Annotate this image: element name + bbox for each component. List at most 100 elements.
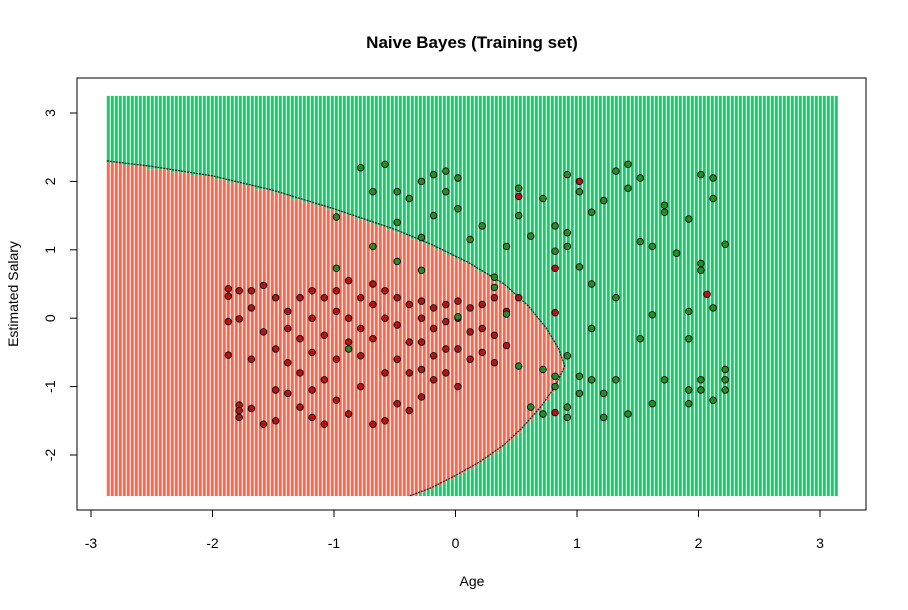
- point-class-1: [709, 304, 717, 312]
- region-stripe: [782, 95, 786, 497]
- point-class-1: [490, 273, 499, 281]
- region-stripe: [530, 95, 534, 313]
- region-stripe: [166, 169, 170, 497]
- region-stripe: [558, 355, 562, 376]
- region-stripe: [414, 95, 418, 240]
- region-stripe: [422, 95, 426, 243]
- region-stripe: [370, 95, 374, 223]
- region-stripe: [158, 95, 162, 170]
- point-class-0: [320, 420, 328, 428]
- region-stripe: [482, 272, 486, 460]
- point-class-1: [563, 228, 571, 237]
- region-stripe: [462, 472, 466, 497]
- region-stripe: [658, 95, 662, 497]
- region-stripe: [510, 439, 514, 497]
- point-class-0: [235, 413, 243, 422]
- region-stripe: [266, 95, 270, 190]
- region-stripe: [446, 95, 450, 256]
- region-stripe: [762, 95, 766, 497]
- region-stripe: [574, 95, 578, 497]
- region-stripe: [286, 95, 290, 196]
- chart-title: Naive Bayes (Training set): [366, 33, 578, 52]
- region-stripe: [170, 95, 174, 173]
- region-stripe: [402, 95, 406, 236]
- point-class-1: [563, 170, 571, 179]
- region-stripe: [498, 449, 502, 497]
- point-class-1: [515, 362, 523, 370]
- region-stripe: [258, 189, 262, 497]
- point-class-0: [405, 369, 413, 377]
- region-stripe: [182, 172, 186, 497]
- region-stripe: [274, 192, 278, 497]
- region-stripe: [434, 249, 438, 487]
- decision-boundary: [106, 160, 566, 497]
- region-stripe: [694, 95, 698, 497]
- point-class-0: [224, 292, 232, 300]
- x-tick-label: -1: [328, 535, 341, 551]
- point-class-0: [466, 304, 474, 312]
- region-stripe: [670, 95, 674, 497]
- region-stripe: [270, 95, 274, 193]
- region-stripe: [778, 95, 782, 497]
- region-stripe: [150, 95, 154, 170]
- region-stripe: [826, 95, 830, 497]
- point-class-1: [648, 400, 656, 408]
- region-stripe: [430, 95, 434, 246]
- region-stripe: [262, 95, 266, 190]
- region-stripe: [130, 165, 134, 497]
- region-stripe: [206, 95, 210, 176]
- region-stripe: [458, 259, 462, 477]
- region-stripe: [426, 489, 430, 497]
- region-stripe: [398, 232, 402, 497]
- point-class-1: [551, 222, 559, 230]
- point-class-0: [466, 355, 474, 363]
- region-stripe: [138, 95, 142, 166]
- point-class-0: [551, 408, 559, 417]
- point-class-0: [357, 324, 365, 333]
- point-class-0: [259, 420, 268, 428]
- region-stripe: [438, 249, 442, 487]
- region-stripe: [118, 162, 122, 497]
- region-stripe: [110, 95, 114, 163]
- region-stripe: [162, 95, 166, 170]
- x-tick-label: 2: [695, 535, 703, 551]
- region-stripe: [450, 95, 454, 256]
- region-stripe: [370, 222, 374, 497]
- region-stripe: [274, 95, 278, 193]
- region-stripe: [302, 95, 306, 203]
- point-class-0: [405, 406, 413, 415]
- region-stripe: [282, 95, 286, 196]
- point-class-1: [612, 167, 620, 175]
- region-stripe: [418, 95, 422, 243]
- region-stripe: [678, 95, 682, 497]
- region-stripe: [362, 219, 366, 497]
- region-stripe: [598, 95, 602, 497]
- point-class-1: [672, 249, 681, 257]
- point-class-1: [429, 170, 438, 179]
- region-stripe: [482, 95, 486, 273]
- point-class-1: [381, 160, 389, 168]
- region-stripe: [226, 95, 230, 183]
- point-class-1: [612, 294, 620, 302]
- region-stripe: [406, 95, 410, 236]
- x-tick-label: 1: [573, 535, 581, 551]
- region-stripe: [534, 412, 538, 497]
- region-stripe: [650, 95, 654, 497]
- point-class-0: [320, 376, 328, 384]
- region-stripe: [374, 95, 378, 226]
- region-stripe: [150, 169, 154, 497]
- point-class-0: [393, 400, 401, 408]
- region-stripe: [522, 95, 526, 303]
- point-class-1: [515, 211, 523, 220]
- region-stripe: [326, 95, 330, 210]
- region-stripe: [350, 215, 354, 497]
- region-stripe: [354, 219, 358, 497]
- region-stripe: [510, 95, 514, 293]
- region-stripe: [442, 252, 446, 483]
- point-class-0: [259, 328, 268, 336]
- region-stripe: [470, 95, 474, 266]
- region-stripe: [210, 95, 214, 176]
- point-class-1: [527, 232, 535, 240]
- region-stripe: [434, 486, 438, 497]
